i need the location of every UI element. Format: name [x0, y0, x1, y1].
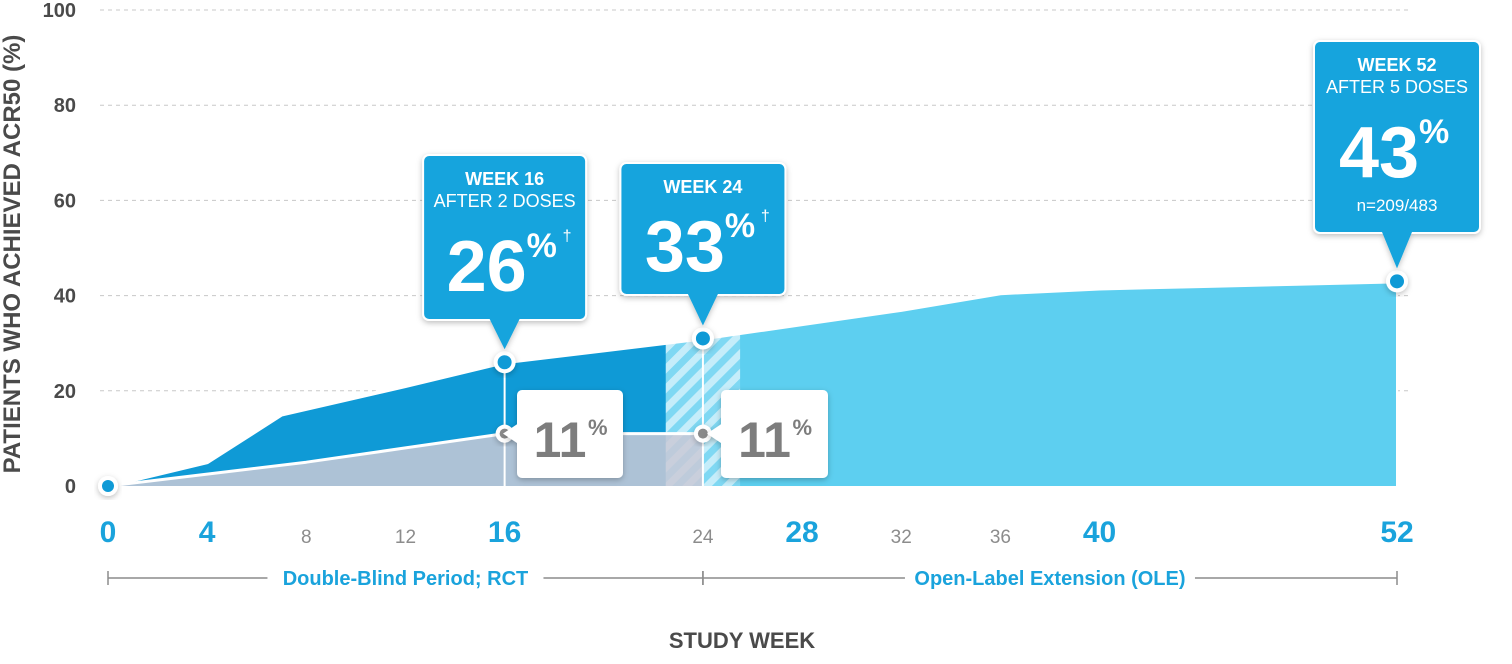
- x-tick-label: 32: [891, 527, 912, 548]
- placebo-callout-box: [517, 390, 623, 478]
- callout-subheading: AFTER 2 DOSES: [434, 191, 576, 211]
- placebo-callout-week-24: [707, 390, 828, 478]
- callout-week-16: [422, 154, 588, 350]
- placebo-callout-week-16: [503, 390, 623, 478]
- callout-n-value: n=209/483: [1357, 196, 1438, 215]
- callout-subheading: AFTER 5 DOSES: [1326, 77, 1468, 97]
- drug-point: [497, 355, 512, 370]
- placebo-point: [697, 428, 708, 439]
- callout-value: 26: [447, 227, 527, 307]
- line-drug: [107, 279, 1398, 488]
- callout-value: 33: [645, 207, 725, 287]
- drug-point: [695, 331, 710, 346]
- y-tick-label: 40: [54, 286, 76, 308]
- period-label: Open-Label Extension (OLE): [914, 568, 1185, 590]
- x-tick-label: 12: [395, 527, 416, 548]
- y-tick-label: 80: [54, 95, 76, 117]
- x-tick-label: 4: [199, 516, 216, 549]
- callout-percent: %: [527, 227, 557, 265]
- callout-pointer: [489, 319, 520, 350]
- x-tick-label: 36: [990, 527, 1011, 548]
- y-tick-label: 60: [54, 190, 76, 212]
- callout-value: 43: [1339, 113, 1419, 193]
- origin-point: [102, 480, 114, 492]
- y-tick-label: 20: [54, 381, 76, 403]
- markers: [98, 270, 1408, 496]
- y-tick-label: 0: [65, 476, 76, 498]
- callout-pointer: [687, 294, 718, 326]
- callout-week-24: [619, 162, 787, 326]
- callout-week-52: [1313, 40, 1481, 269]
- x-tick-label: 24: [692, 527, 714, 548]
- period-label: Double-Blind Period; RCT: [283, 568, 529, 590]
- x-tick-label: 8: [301, 527, 312, 548]
- placebo-callout-box: [721, 390, 828, 478]
- callout-percent: %: [725, 207, 755, 245]
- y-axis-label: PATIENTS WHO ACHIEVED ACR50 (%): [0, 35, 26, 474]
- x-axis-label: STUDY WEEK: [669, 628, 815, 653]
- x-tick-label: 40: [1083, 516, 1116, 549]
- callout-heading: WEEK 16: [465, 169, 544, 189]
- placebo-callout-value: 11: [534, 412, 587, 468]
- drug-point: [1390, 274, 1404, 289]
- callout-dagger: †: [563, 228, 572, 245]
- x-tick-label: 52: [1380, 516, 1413, 549]
- placebo-callout-pointer: [503, 423, 518, 444]
- placebo-callout-percent: %: [793, 415, 813, 440]
- callout-heading: WEEK 52: [1357, 55, 1436, 75]
- x-tick-label: 0: [100, 516, 117, 549]
- y-tick-label: 100: [43, 0, 76, 22]
- callout-dagger: †: [761, 208, 770, 225]
- x-tick-label: 16: [488, 516, 521, 549]
- placebo-callout-pointer: [707, 423, 722, 444]
- callout-heading: WEEK 24: [663, 177, 742, 197]
- placebo-callout-value: 11: [738, 412, 791, 468]
- callout-percent: %: [1419, 113, 1449, 151]
- callout-pointer: [1382, 232, 1412, 269]
- x-tick-label: 28: [785, 516, 818, 549]
- placebo-callout-percent: %: [588, 415, 608, 440]
- area-ole-drug: [702, 281, 1397, 486]
